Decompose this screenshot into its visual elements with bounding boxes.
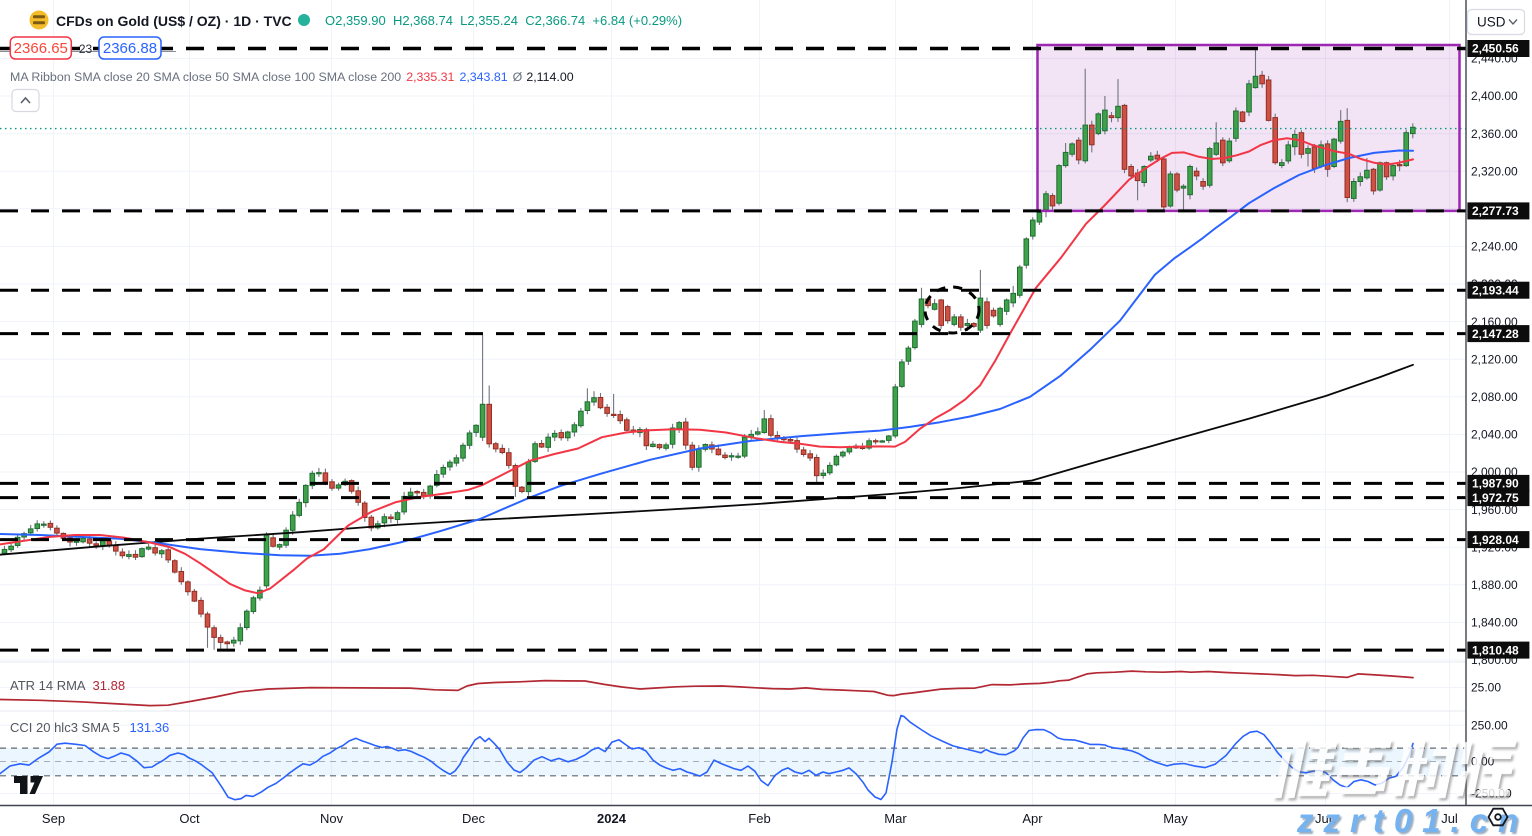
svg-text:zzrt01.cn: zzrt01.cn: [1296, 802, 1528, 836]
svg-text:2,277.73: 2,277.73: [1472, 204, 1519, 218]
svg-text:May: May: [1163, 811, 1188, 826]
svg-text:2,040.00: 2,040.00: [1471, 428, 1518, 442]
svg-text:Oct: Oct: [179, 811, 200, 826]
svg-text:Jul: Jul: [1441, 811, 1458, 826]
svg-text:1,880.00: 1,880.00: [1471, 578, 1518, 592]
svg-text:O2,359.90 H2,368.74 L2,355.2: O2,359.90 H2,368.74 L2,355.24 C2,366.74 …: [325, 13, 682, 28]
svg-text:Nov: Nov: [320, 811, 344, 826]
svg-text:1,840.00: 1,840.00: [1471, 616, 1518, 630]
svg-text:Mar: Mar: [884, 811, 907, 826]
svg-text:2,360.00: 2,360.00: [1471, 127, 1518, 141]
svg-text:2,080.00: 2,080.00: [1471, 390, 1518, 404]
svg-text:USD: USD: [1477, 15, 1506, 30]
svg-text:25.00: 25.00: [1471, 681, 1501, 695]
svg-text:Apr: Apr: [1022, 811, 1043, 826]
svg-text:Dec: Dec: [462, 811, 486, 826]
svg-text:2,450.56: 2,450.56: [1472, 42, 1519, 56]
svg-text:1,928.04: 1,928.04: [1472, 533, 1519, 547]
svg-text:1,987.90: 1,987.90: [1472, 477, 1519, 491]
svg-text:2024: 2024: [597, 811, 627, 826]
svg-text:2,400.00: 2,400.00: [1471, 89, 1518, 103]
svg-text:ATR 14 RMA 31.88: ATR 14 RMA 31.88: [10, 678, 125, 693]
svg-text:CCI 20 hlc3 SMA 5 131.36: CCI 20 hlc3 SMA 5 131.36: [10, 720, 169, 735]
svg-text:CFDs on Gold (US$ / OZ) · 1D ·: CFDs on Gold (US$ / OZ) · 1D · TVC: [56, 13, 292, 29]
svg-text:250.00: 250.00: [1471, 719, 1508, 733]
svg-text:2,240.00: 2,240.00: [1471, 240, 1518, 254]
svg-text:MA Ribbon SMA close 20 SMA clo: MA Ribbon SMA close 20 SMA close 50 SMA …: [10, 70, 574, 84]
svg-text:2366.88: 2366.88: [103, 40, 157, 57]
svg-text:2,320.00: 2,320.00: [1471, 164, 1518, 178]
svg-text:Sep: Sep: [42, 811, 65, 826]
svg-text:2,193.44: 2,193.44: [1472, 283, 1519, 297]
svg-text:1,972.75: 1,972.75: [1472, 491, 1519, 505]
svg-text:Feb: Feb: [748, 811, 770, 826]
svg-text:2,147.28: 2,147.28: [1472, 327, 1519, 341]
svg-text:1,810.48: 1,810.48: [1472, 643, 1519, 657]
svg-text:1,960.00: 1,960.00: [1471, 503, 1518, 517]
svg-text:Jun: Jun: [1315, 811, 1336, 826]
svg-text:2,120.00: 2,120.00: [1471, 352, 1518, 366]
svg-text:23: 23: [79, 42, 93, 56]
svg-text:2366.65: 2366.65: [14, 40, 68, 57]
